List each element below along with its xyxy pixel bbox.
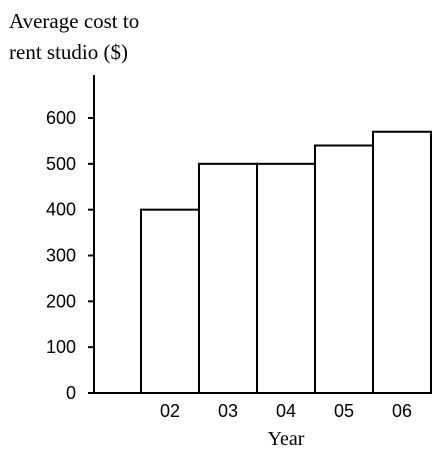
bar-02 xyxy=(140,208,200,394)
y-axis-title-line-2: rent studio ($) xyxy=(9,40,128,64)
x-tick-label: 03 xyxy=(218,401,238,421)
y-axis-title: Average cost to rent studio ($) xyxy=(9,6,139,68)
x-tick-label: 04 xyxy=(276,401,296,421)
y-tick-label: 100 xyxy=(46,337,76,357)
x-axis-ticks: 02 03 04 05 06 xyxy=(160,401,412,421)
y-axis-title-line-1: Average cost to xyxy=(9,9,140,33)
y-tick-label: 0 xyxy=(66,383,76,403)
y-tick-label: 600 xyxy=(46,108,76,128)
bar-05 xyxy=(314,144,374,394)
x-tick-label: 05 xyxy=(334,401,354,421)
bar-06 xyxy=(372,130,432,394)
x-tick-label: 06 xyxy=(392,401,412,421)
y-tick-label: 200 xyxy=(46,291,76,311)
bar-04 xyxy=(256,162,316,394)
bars xyxy=(140,130,432,394)
y-axis-ticks: 0 100 200 300 400 500 600 xyxy=(46,108,94,403)
x-axis-title: Year xyxy=(268,428,305,450)
y-tick-label: 400 xyxy=(46,200,76,220)
axis-lines xyxy=(93,75,431,394)
y-tick-label: 500 xyxy=(46,154,76,174)
y-tick-label: 300 xyxy=(46,246,76,266)
bar-03 xyxy=(198,162,258,394)
x-tick-label: 02 xyxy=(160,401,180,421)
